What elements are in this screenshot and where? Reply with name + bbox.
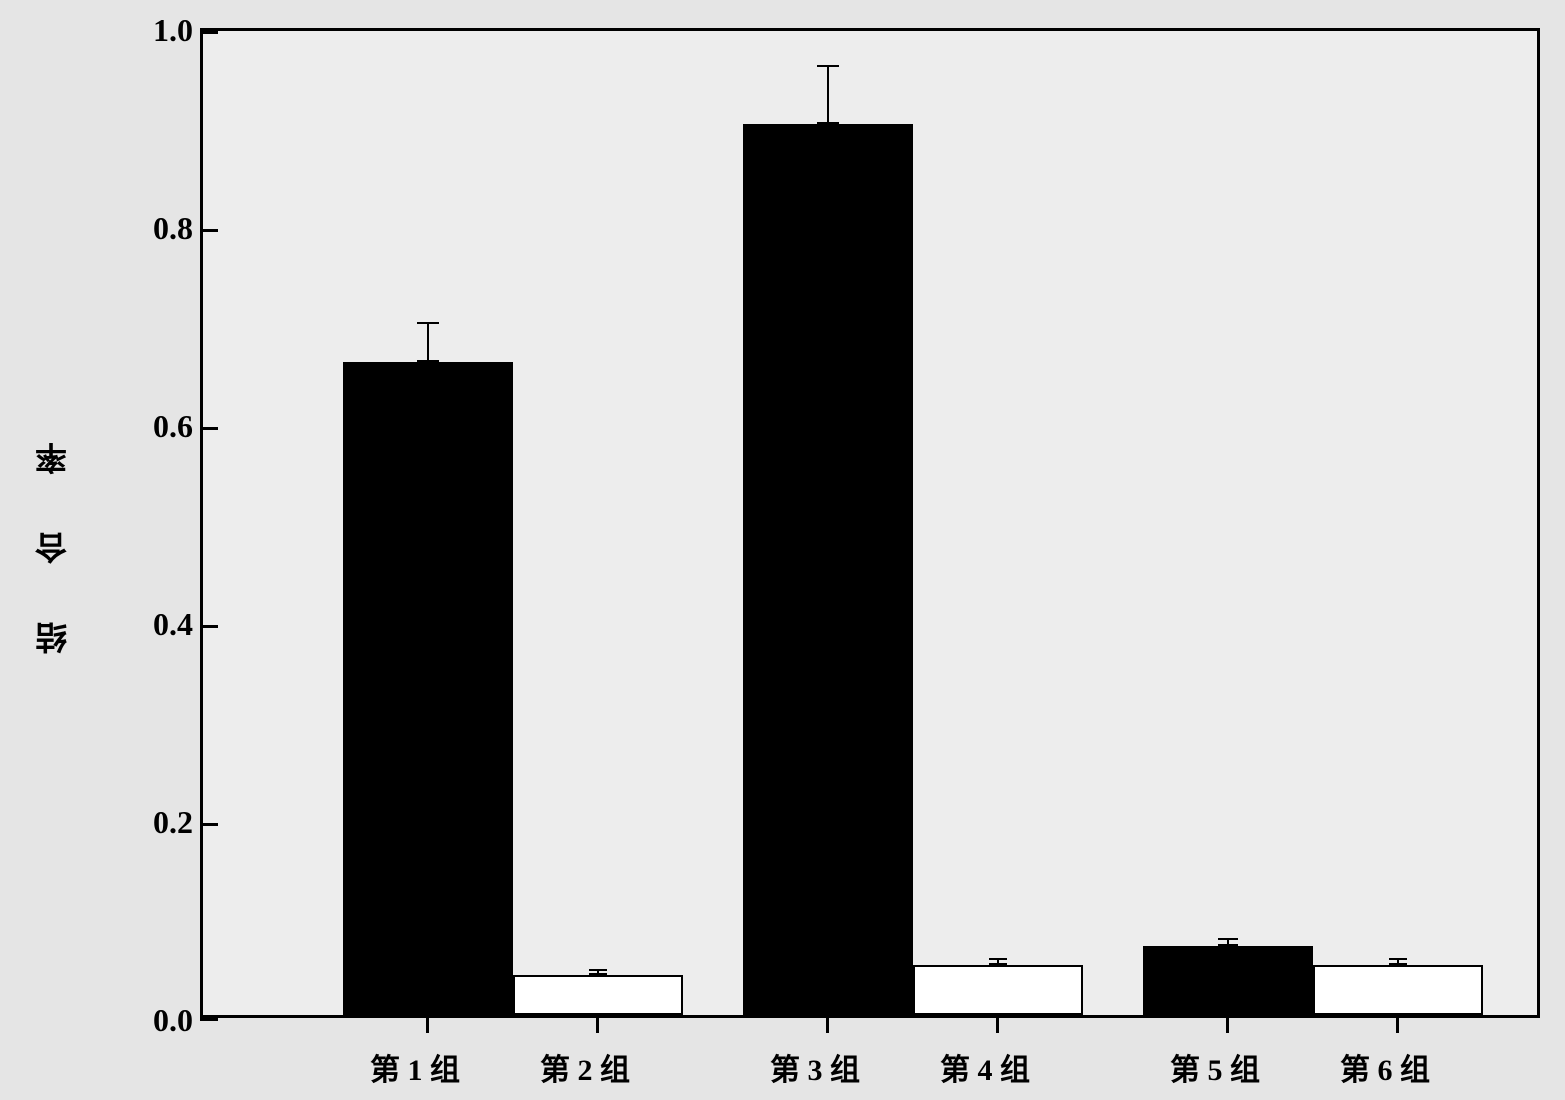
x-tick-label: 第 5 组	[1170, 1045, 1260, 1089]
x-tick	[826, 1015, 829, 1033]
error-bar	[913, 958, 1083, 965]
error-bar	[343, 322, 513, 362]
x-tick-label: 第 6 组	[1340, 1045, 1430, 1089]
x-tick-label: 第 4 组	[940, 1045, 1030, 1089]
y-tick	[200, 229, 218, 232]
x-tick	[596, 1015, 599, 1033]
x-tick-label: 第 2 组	[540, 1045, 630, 1089]
y-tick-label: 0.8	[153, 210, 193, 247]
y-tick-label: 0.0	[153, 1002, 193, 1039]
y-tick	[200, 31, 218, 34]
y-axis-title: 结 合 率	[30, 430, 76, 654]
x-tick	[426, 1015, 429, 1033]
error-bar	[1143, 938, 1313, 946]
bar-group-1	[343, 362, 513, 1015]
y-tick	[200, 1018, 218, 1021]
bar-group-3	[743, 124, 913, 1015]
error-bar	[1313, 958, 1483, 965]
y-tick	[200, 823, 218, 826]
y-tick-label: 0.6	[153, 408, 193, 445]
y-tick-label: 0.2	[153, 804, 193, 841]
bar-chart: 结 合 率 0.0 0.2 0.4 0.6 0.8 1.0	[0, 0, 1565, 1100]
y-tick-label: 1.0	[153, 12, 193, 49]
error-bar	[743, 65, 913, 124]
y-tick	[200, 625, 218, 628]
bar-group-4	[913, 965, 1083, 1015]
y-tick-label: 0.4	[153, 606, 193, 643]
x-tick	[1226, 1015, 1229, 1033]
error-bar	[513, 969, 683, 975]
x-tick-label: 第 1 组	[370, 1045, 460, 1089]
y-tick	[200, 427, 218, 430]
x-tick-label: 第 3 组	[770, 1045, 860, 1089]
plot-area	[200, 28, 1540, 1018]
bar-group-2	[513, 975, 683, 1015]
bar-group-5	[1143, 946, 1313, 1015]
bar-group-6	[1313, 965, 1483, 1015]
x-tick	[996, 1015, 999, 1033]
x-tick	[1396, 1015, 1399, 1033]
